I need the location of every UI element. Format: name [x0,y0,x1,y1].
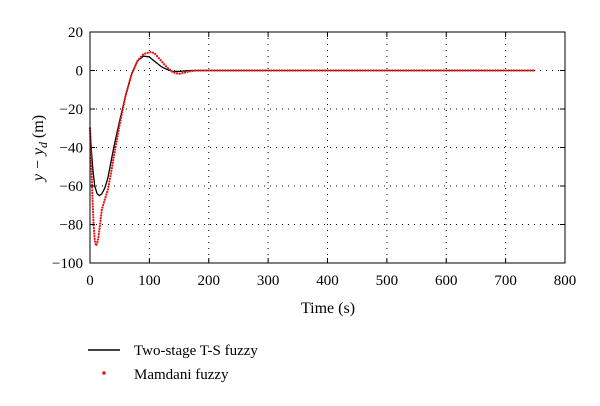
x-tick-label: 500 [376,273,399,289]
x-axis-title: Time (s) [301,300,355,317]
x-tick-labels: 0 100 200 300 400 500 600 700 800 [86,273,576,289]
x-tick-label: 300 [257,273,280,289]
y-tick-label: −40 [60,141,83,157]
series-two-stage-ts-fuzzy [89,55,536,197]
axis-ticks [89,31,566,264]
series-mamdani-fuzzy [88,51,537,247]
x-tick-label: 400 [316,273,339,289]
x-tick-label: 100 [138,273,161,289]
legend-label-two-stage: Two-stage T-S fuzzy [134,343,258,359]
legend: Two-stage T-S fuzzy Mamdani fuzzy [88,343,258,383]
x-tick-label: 600 [435,273,458,289]
y-tick-label: −20 [60,102,83,118]
y-axis-title-subscript: d [36,141,50,148]
y-axis-title: y − yd (m) [30,115,50,183]
y-tick-label: −100 [52,256,83,272]
y-axis-title-main: y − y [30,147,47,183]
y-tick-labels: 20 0 −20 −40 −60 −80 −100 [52,25,83,272]
x-tick-label: 700 [494,273,517,289]
grid [90,32,565,263]
legend-label-mamdani: Mamdani fuzzy [134,367,229,383]
x-tick-label: 0 [86,273,94,289]
y-tick-label: 20 [68,25,83,41]
x-tick-label: 200 [198,273,221,289]
y-axis-title-unit: (m) [30,115,47,142]
y-tick-label: −80 [60,218,83,234]
x-tick-label: 800 [554,273,577,289]
series-layer [88,51,537,247]
y-tick-label: 0 [76,64,84,80]
legend-marker-mamdani [102,371,106,375]
y-tick-label: −60 [60,179,83,195]
